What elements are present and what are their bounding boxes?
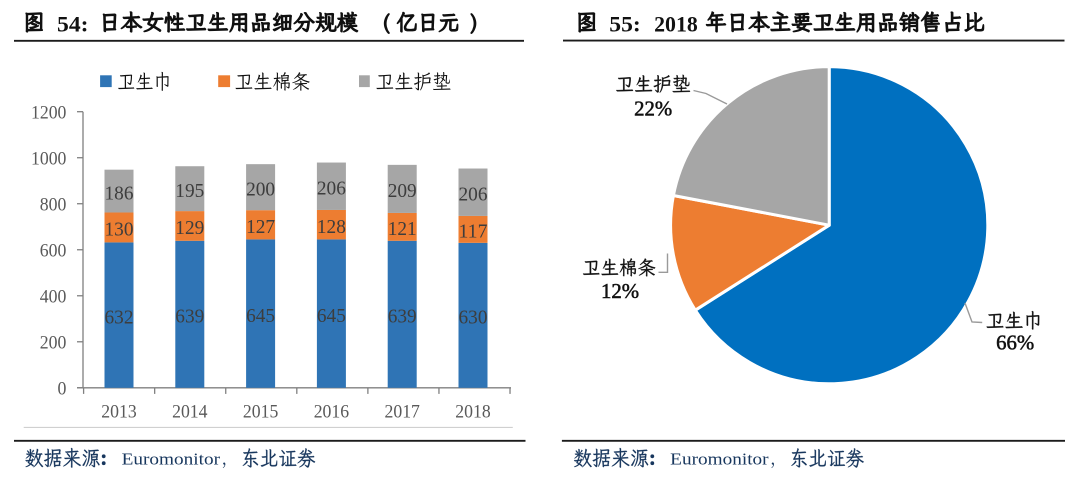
svg-text:209: 209: [388, 180, 417, 202]
svg-text:639: 639: [388, 305, 417, 327]
svg-text:0: 0: [58, 379, 67, 400]
svg-text:54:: 54:: [57, 12, 89, 37]
svg-text:2018: 2018: [654, 12, 698, 37]
svg-text:1000: 1000: [31, 148, 66, 169]
svg-text:2018: 2018: [455, 401, 490, 422]
svg-text:2016: 2016: [314, 401, 349, 422]
svg-text:129: 129: [175, 217, 204, 239]
svg-text:12%: 12%: [601, 280, 639, 303]
svg-text:55:: 55:: [609, 12, 640, 37]
svg-text:22%: 22%: [634, 98, 672, 121]
svg-text:2014: 2014: [172, 401, 208, 422]
svg-text:800: 800: [40, 194, 67, 215]
svg-text:130: 130: [105, 219, 134, 241]
svg-text:200: 200: [40, 332, 67, 353]
svg-text:2013: 2013: [101, 401, 136, 422]
svg-text:639: 639: [175, 305, 204, 327]
svg-text:206: 206: [459, 183, 488, 205]
svg-text:645: 645: [317, 305, 346, 327]
svg-text:2017: 2017: [385, 401, 420, 422]
svg-text:66%: 66%: [996, 331, 1034, 354]
svg-text:400: 400: [40, 286, 67, 307]
svg-text:645: 645: [246, 305, 275, 327]
svg-text:2015: 2015: [243, 401, 278, 422]
svg-text:1200: 1200: [31, 102, 66, 123]
svg-text:200: 200: [246, 178, 275, 200]
svg-text:Euromonitor: Euromonitor: [670, 450, 769, 469]
svg-text:630: 630: [459, 307, 488, 329]
svg-text:195: 195: [175, 180, 204, 202]
svg-text:117: 117: [459, 221, 488, 243]
svg-text:127: 127: [246, 216, 275, 238]
svg-text:Euromonitor: Euromonitor: [122, 450, 221, 469]
svg-text:632: 632: [105, 306, 134, 328]
svg-text:600: 600: [40, 240, 67, 261]
svg-text:121: 121: [388, 218, 417, 240]
svg-text:186: 186: [105, 182, 134, 204]
svg-text:206: 206: [317, 177, 346, 199]
svg-text:128: 128: [317, 216, 346, 238]
